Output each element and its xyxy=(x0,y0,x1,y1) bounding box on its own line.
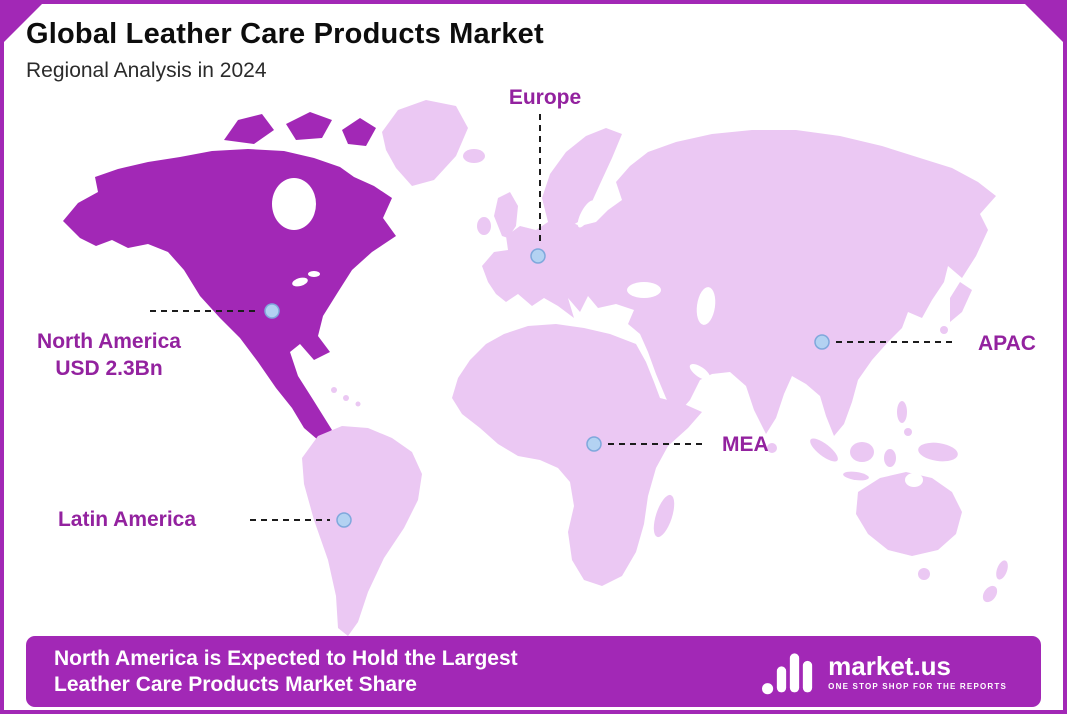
brand-text: market.us ONE STOP SHOP FOR THE REPORTS xyxy=(828,653,1007,691)
region-label-north-america-name: North America xyxy=(37,330,181,353)
corner-triangle-top-right xyxy=(1021,0,1067,46)
region-label-mea: MEA xyxy=(722,433,769,456)
marker-latin-america xyxy=(336,512,352,528)
banner-line-2: Leather Care Products Market Share xyxy=(54,672,417,696)
gulf-of-carpentaria xyxy=(905,473,923,487)
caribbean-island-3 xyxy=(355,401,361,407)
sulawesi xyxy=(884,449,896,467)
japan-south-island xyxy=(940,326,948,334)
continent-australia xyxy=(856,472,962,556)
market-us-logo-icon xyxy=(762,652,813,694)
marker-europe xyxy=(530,248,546,264)
marker-north-america xyxy=(264,303,280,319)
banner-line-1: North America is Expected to Hold the La… xyxy=(54,646,518,670)
marker-apac xyxy=(814,334,830,350)
tasmania xyxy=(918,568,930,580)
continent-north-america xyxy=(63,149,396,440)
region-label-north-america: North America USD 2.3Bn xyxy=(10,328,208,382)
baltic-sea xyxy=(577,200,595,228)
madagascar xyxy=(653,494,675,538)
brand-block: market.us ONE STOP SHOP FOR THE REPORTS xyxy=(760,646,1007,698)
caribbean-island-1 xyxy=(331,387,337,393)
united-kingdom xyxy=(494,192,518,238)
map-landmass-highlighted xyxy=(63,112,396,440)
corner-triangle-top-left xyxy=(0,0,46,46)
iceland xyxy=(463,149,485,163)
borneo xyxy=(850,442,874,462)
ireland xyxy=(477,217,491,235)
black-sea xyxy=(627,282,661,298)
new-zealand-south xyxy=(982,585,998,603)
continent-eurasia xyxy=(482,130,996,436)
arctic-island-3 xyxy=(342,118,376,146)
java xyxy=(843,471,869,481)
japan xyxy=(950,282,972,322)
page-title: Global Leather Care Products Market xyxy=(26,18,544,50)
map-water-cutouts xyxy=(272,178,923,487)
arctic-island-2 xyxy=(286,112,332,140)
great-lake-1 xyxy=(292,277,308,287)
brand-tagline: ONE STOP SHOP FOR THE REPORTS xyxy=(828,681,1007,691)
greenland xyxy=(382,100,468,186)
banner-text: North America is Expected to Hold the La… xyxy=(54,646,518,698)
region-markers xyxy=(264,248,830,528)
mindanao xyxy=(904,428,912,436)
continent-africa xyxy=(452,324,702,586)
brand-name: market.us xyxy=(828,650,952,681)
sri-lanka xyxy=(767,443,777,453)
region-value-north-america: USD 2.3Bn xyxy=(55,357,163,380)
new-guinea xyxy=(918,442,958,462)
arctic-island-1 xyxy=(224,114,274,144)
page-subtitle: Regional Analysis in 2024 xyxy=(26,59,267,82)
region-label-europe: Europe xyxy=(508,86,582,109)
marker-mea xyxy=(586,436,602,452)
header: Global Leather Care Products Market Regi… xyxy=(26,18,544,83)
persian-gulf xyxy=(689,363,711,381)
hudson-bay xyxy=(272,178,316,230)
bottom-banner: North America is Expected to Hold the La… xyxy=(26,636,1041,707)
region-label-apac: APAC xyxy=(978,332,1036,355)
caspian-sea xyxy=(696,287,716,325)
leader-lines xyxy=(150,114,954,521)
great-lake-2 xyxy=(308,271,320,277)
sumatra xyxy=(810,438,838,462)
region-label-latin-america: Latin America xyxy=(57,508,197,531)
new-zealand-north xyxy=(996,560,1008,580)
map-landmass-base xyxy=(302,100,1008,636)
philippines xyxy=(897,401,907,423)
caribbean-island-2 xyxy=(343,395,349,401)
continent-south-america xyxy=(302,426,422,636)
scandinavia xyxy=(542,128,622,230)
